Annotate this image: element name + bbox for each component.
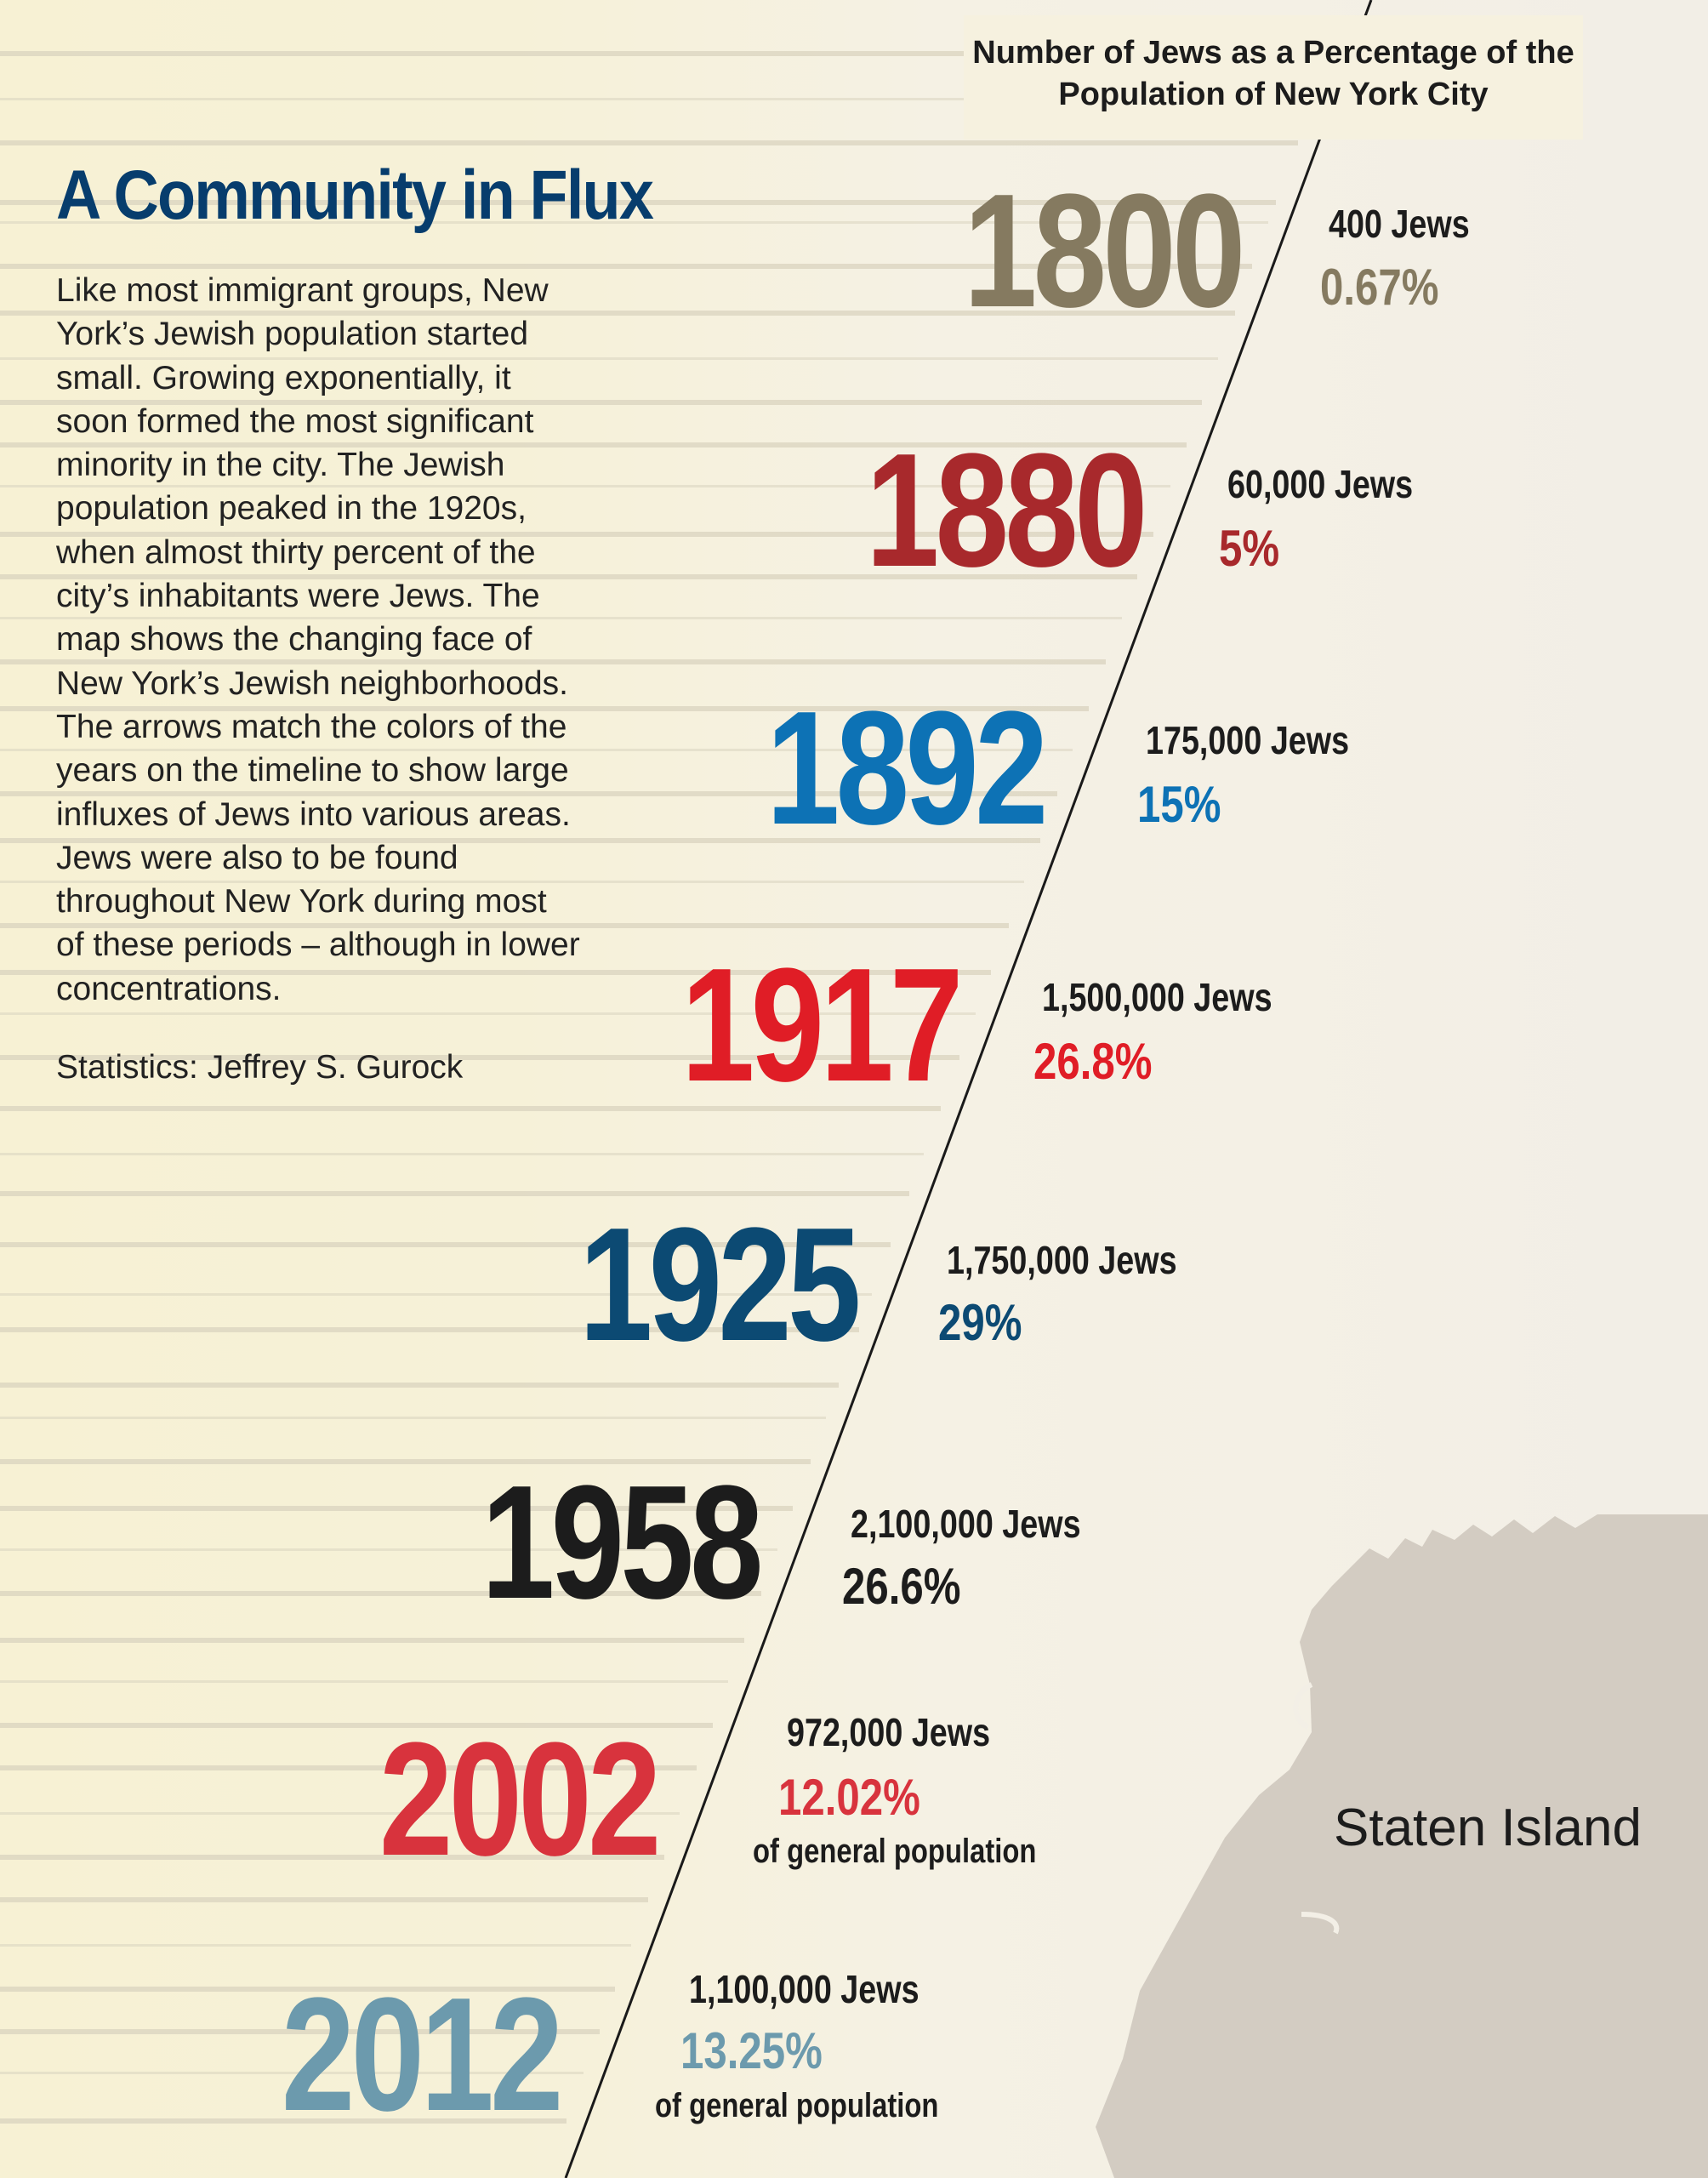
background-stripe xyxy=(0,51,1331,56)
background-stripe xyxy=(0,357,1218,360)
timeline-year: 1800 xyxy=(964,161,1246,341)
background-stripe xyxy=(0,311,1235,316)
background-stripe xyxy=(0,2118,566,2124)
background-stripe xyxy=(0,970,992,975)
background-stripe xyxy=(0,1106,942,1111)
background-stripe xyxy=(0,442,1187,448)
timeline-jewish-population: 2,100,000 Jews xyxy=(851,1502,1081,1546)
timeline-year: 1917 xyxy=(681,935,964,1115)
timeline-percentage: 26.6% xyxy=(842,1558,961,1615)
timeline-jewish-population: 400 Jews xyxy=(1329,202,1470,246)
timeline-jewish-population: 972,000 Jews xyxy=(787,1710,991,1754)
background-stripe xyxy=(0,1680,729,1683)
background-stripe xyxy=(0,98,1314,100)
map-label-staten-island: Staten Island xyxy=(1334,1799,1642,1857)
chart-heading: Number of Jews as a Percentage of the Po… xyxy=(972,35,1574,112)
timeline-note: of general population xyxy=(655,2087,939,2124)
background-stripe xyxy=(0,574,1138,579)
background-stripe xyxy=(0,1459,811,1464)
background-stripe xyxy=(0,1055,960,1060)
background-stripe xyxy=(0,1987,616,1992)
background-stripe xyxy=(0,1548,777,1551)
background-stripe xyxy=(0,1012,976,1015)
background-stripe xyxy=(0,1638,744,1643)
intro-paragraph: Like most immigrant groups, New York’s J… xyxy=(56,272,580,1007)
page-title: A Community in Flux xyxy=(56,157,654,234)
timeline-jewish-population: 1,750,000 Jews xyxy=(947,1238,1177,1282)
background-stripe xyxy=(0,221,1268,224)
timeline-year: 2002 xyxy=(379,1709,662,1890)
background-stripe xyxy=(0,400,1203,405)
background-stripe xyxy=(0,200,1277,205)
background-stripe xyxy=(0,532,1153,537)
background-stripe xyxy=(0,706,1089,711)
timeline-year: 1958 xyxy=(481,1452,764,1633)
background-stripe xyxy=(0,1723,713,1728)
background-stripe xyxy=(0,1327,859,1332)
timeline-jewish-population: 1,100,000 Jews xyxy=(689,1967,919,2011)
background-stripe xyxy=(0,1191,910,1196)
chart-heading-box: Number of Jews as a Percentage of the Po… xyxy=(964,15,1583,140)
background-stripe xyxy=(0,1383,839,1388)
background-stripe xyxy=(0,2072,584,2074)
timeline-year: 1892 xyxy=(766,678,1049,858)
background-stripe xyxy=(0,1153,924,1155)
background-stripe xyxy=(0,659,1107,664)
background-stripe xyxy=(0,838,1040,843)
background-stripe xyxy=(0,2029,600,2034)
background-stripe xyxy=(0,1417,827,1419)
staten-island-shape xyxy=(1096,1514,1708,2178)
background-stripe xyxy=(0,923,1009,928)
timeline-jewish-population: 175,000 Jews xyxy=(1146,718,1350,762)
timeline-jewish-population: 60,000 Jews xyxy=(1227,462,1414,506)
background-stripe xyxy=(0,1293,872,1296)
timeline-percentage: 29% xyxy=(938,1294,1022,1351)
background-stripe xyxy=(0,749,1073,751)
timeline-percentage: 5% xyxy=(1219,520,1280,577)
background-stripe xyxy=(0,1242,891,1247)
background-stripe xyxy=(0,617,1122,619)
background-stripe xyxy=(0,140,1298,145)
timeline-percentage: 26.8% xyxy=(1033,1033,1153,1090)
timeline-year: 1880 xyxy=(866,420,1148,601)
background-stripe xyxy=(0,1506,794,1511)
timeline-percentage: 15% xyxy=(1137,776,1221,833)
background-stripe xyxy=(0,1591,762,1596)
timeline-year: 1925 xyxy=(579,1194,862,1375)
background-stripe xyxy=(0,1897,649,1902)
background-stripe xyxy=(0,1765,697,1770)
statistics-credit: Statistics: Jeffrey S. Gurock xyxy=(56,1049,464,1086)
background-stripe xyxy=(0,485,1171,487)
timeline-jewish-population: 1,500,000 Jews xyxy=(1042,975,1272,1019)
background-stripe xyxy=(0,1944,631,1947)
timeline-percentage: 13.25% xyxy=(680,2022,823,2079)
background-stripe xyxy=(0,264,1253,269)
background-stripe xyxy=(0,1855,664,1860)
timeline-year: 2012 xyxy=(282,1964,564,2145)
staten-island-map xyxy=(1096,1514,1708,2178)
timeline-percentage: 12.02% xyxy=(778,1769,920,1826)
timeline-note: of general population xyxy=(753,1833,1037,1870)
background-stripe xyxy=(0,1812,680,1815)
timeline-divider-line xyxy=(564,0,1373,2178)
background-stripe xyxy=(0,881,1025,883)
staten-island-coast-detail xyxy=(1293,1682,1340,1935)
timeline-percentage: 0.67% xyxy=(1320,259,1439,316)
background-stripe xyxy=(0,791,1057,796)
